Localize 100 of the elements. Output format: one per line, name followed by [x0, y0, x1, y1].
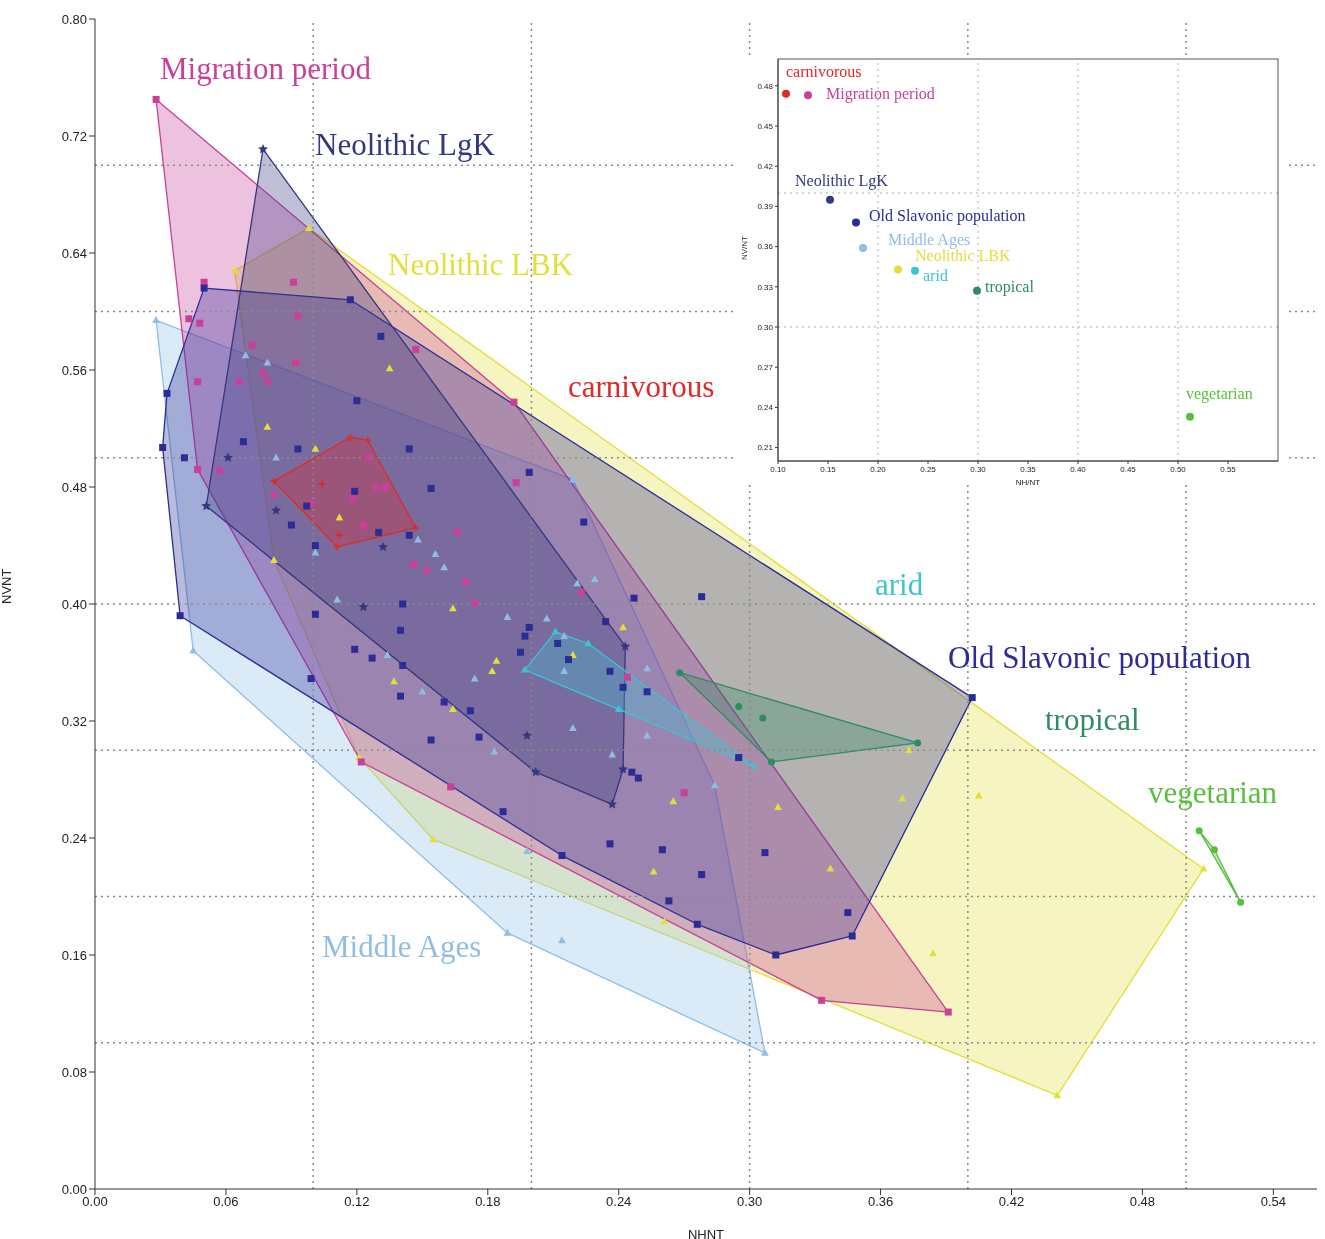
point	[759, 714, 767, 722]
point	[1199, 864, 1208, 872]
point	[346, 296, 354, 304]
point	[412, 346, 420, 354]
point	[767, 758, 775, 766]
point	[311, 610, 319, 618]
point	[180, 454, 188, 462]
point	[399, 600, 407, 608]
point	[669, 797, 678, 805]
point	[351, 645, 359, 653]
y-tick-label: 0.80	[61, 11, 87, 27]
x-tick-label: 0.10	[770, 464, 787, 474]
point	[215, 467, 223, 475]
point	[152, 316, 160, 324]
point	[364, 454, 372, 462]
y-tick-label: 0.30	[757, 322, 774, 332]
y-tick-label: 0.32	[61, 713, 87, 729]
series-label: Neolithic LBK	[915, 247, 1011, 265]
point	[628, 768, 636, 776]
point	[1195, 827, 1203, 835]
x-tick-label: 0.18	[475, 1194, 501, 1210]
point	[607, 799, 618, 809]
point	[305, 223, 313, 231]
x-axis-title: NHNT	[687, 1227, 725, 1239]
point	[375, 528, 383, 536]
point	[490, 747, 499, 755]
y-tick-label: 0.27	[757, 363, 774, 373]
point	[368, 654, 376, 662]
point	[693, 920, 701, 928]
point	[159, 444, 167, 452]
point	[848, 932, 856, 940]
y-tick-label: 0.40	[61, 596, 87, 612]
point	[658, 846, 666, 854]
point	[317, 479, 327, 489]
y-tick-label: 0.33	[757, 282, 774, 292]
series-label: carnivorous	[786, 62, 862, 80]
point	[580, 518, 588, 526]
x-tick-label: 0.40	[1070, 464, 1087, 474]
point	[488, 667, 496, 675]
point	[492, 656, 501, 664]
point	[475, 733, 483, 741]
point	[307, 675, 315, 683]
point	[152, 95, 160, 103]
point	[558, 936, 566, 944]
y-tick-label: 0.45	[757, 121, 774, 131]
point	[357, 758, 365, 766]
point	[619, 623, 627, 631]
point	[1053, 1091, 1062, 1099]
point	[558, 852, 566, 860]
point	[270, 555, 278, 563]
x-tick-label: 0.30	[736, 1194, 763, 1210]
point	[499, 808, 507, 816]
point	[248, 341, 256, 349]
text: arid	[875, 567, 924, 603]
point	[660, 917, 669, 925]
point	[560, 631, 569, 639]
series-label: Migration period	[826, 84, 935, 103]
y-tick-label: 0.00	[61, 1181, 87, 1197]
point	[200, 284, 208, 292]
series-label: Migration period	[160, 51, 372, 87]
text: carnivorous	[568, 369, 715, 405]
point	[618, 764, 629, 774]
point	[385, 364, 394, 372]
point	[698, 593, 706, 601]
point	[512, 479, 520, 487]
x-tick-label: 0.06	[213, 1194, 239, 1210]
y-tick-label: 0.48	[757, 81, 774, 91]
series-label: arid	[923, 267, 948, 285]
series-label: Neolithic LgK	[795, 172, 889, 191]
point	[259, 369, 267, 377]
point	[405, 531, 413, 539]
point	[914, 739, 922, 747]
point	[427, 736, 435, 744]
point	[189, 646, 198, 654]
point	[761, 849, 769, 857]
x-tick-label: 0.42	[998, 1194, 1025, 1210]
point	[373, 483, 380, 491]
point	[399, 661, 407, 669]
point	[710, 781, 719, 789]
point	[852, 218, 860, 227]
point	[772, 951, 780, 959]
point	[698, 871, 706, 879]
y-tick-label: 0.42	[757, 162, 774, 172]
point	[905, 746, 913, 754]
point	[614, 705, 623, 713]
y-tick-label: 0.64	[61, 245, 87, 261]
point	[554, 639, 562, 647]
point	[968, 694, 976, 702]
series-label: Middle Ages	[888, 230, 971, 249]
point	[411, 523, 421, 533]
point	[551, 627, 560, 635]
point	[196, 319, 204, 327]
x-tick-label: 0.48	[1129, 1194, 1156, 1210]
point	[294, 445, 302, 453]
point	[358, 601, 369, 612]
point	[410, 561, 418, 569]
point	[377, 332, 385, 340]
point	[634, 774, 642, 782]
point	[223, 452, 234, 462]
x-tick-label: 0.24	[606, 1194, 632, 1210]
